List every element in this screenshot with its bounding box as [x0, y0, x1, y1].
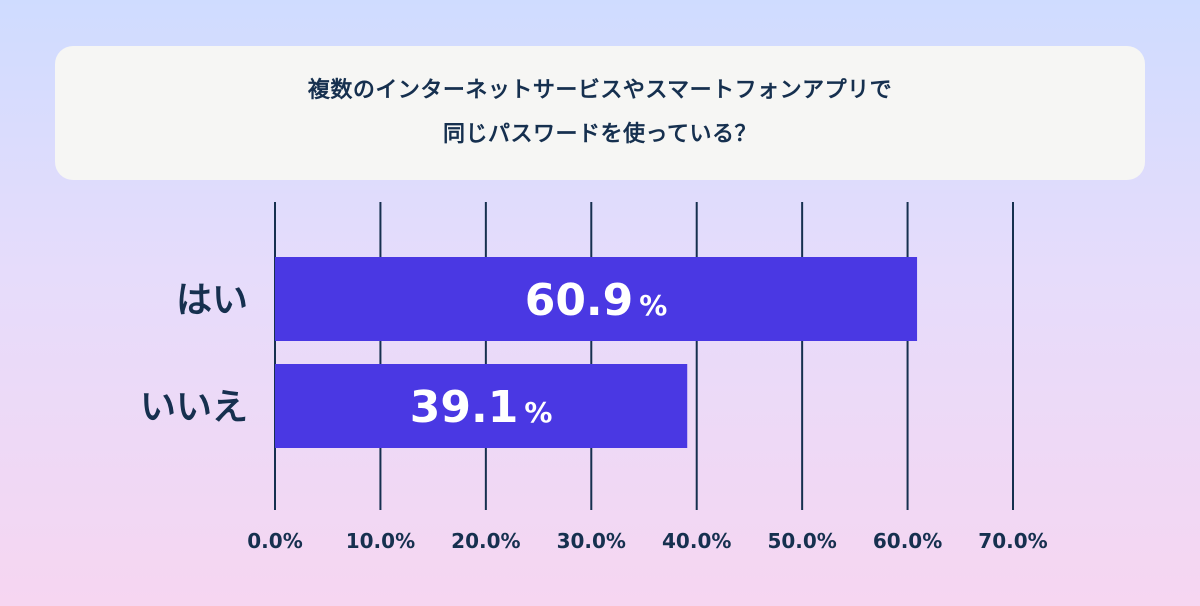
value-label: 39.1% [410, 382, 553, 433]
chart-title-line-1: 複数のインターネットサービスやスマートフォンアプリで [307, 78, 893, 103]
x-tick-label: 20.0% [451, 529, 520, 553]
value-label: 60.9% [525, 275, 668, 326]
x-tick-label: 10.0% [346, 529, 415, 553]
x-tick-label: 0.0% [247, 529, 302, 553]
bar [275, 364, 688, 448]
chart-title-line-2: 同じパスワードを使っている？ [443, 122, 757, 147]
category-label: いいえ [140, 387, 248, 428]
chart-title-box: 複数のインターネットサービスやスマートフォンアプリで 同じパスワードを使っている… [55, 46, 1145, 180]
bar [275, 257, 918, 341]
category-label: はい [176, 280, 248, 321]
x-tick-label: 30.0% [557, 529, 626, 553]
x-tick-label: 60.0% [873, 529, 942, 553]
x-tick-label: 50.0% [767, 529, 836, 553]
x-tick-label: 40.0% [662, 529, 731, 553]
x-tick-label: 70.0% [978, 529, 1047, 553]
